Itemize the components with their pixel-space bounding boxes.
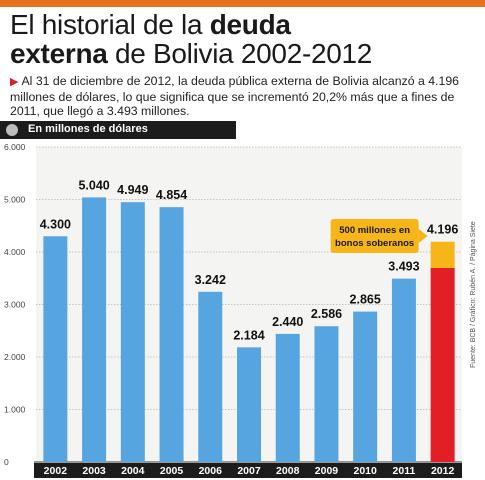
bar-chart: 0 1.000 2.000 3.000 4.000 5.000 6.000 4.300 2002… <box>4 142 462 478</box>
x-tick-label: 2008 <box>276 465 300 477</box>
page-title: El historial de la deuda externa de Boli… <box>10 10 480 68</box>
bullet-triangle-icon: ▶ <box>10 76 19 88</box>
x-tick-label: 2012 <box>431 465 455 477</box>
y-tick-label: 0 <box>4 457 9 467</box>
bar <box>120 202 145 463</box>
x-tick-label: 2010 <box>354 465 378 477</box>
data-label: 2.440 <box>272 315 303 329</box>
bar <box>237 347 261 462</box>
x-tick-label: 2002 <box>44 465 68 477</box>
x-tick-label: 2006 <box>199 465 223 477</box>
bar <box>43 236 68 462</box>
x-tick-label: 2007 <box>237 465 261 477</box>
y-tick-label: 1.000 <box>4 405 26 415</box>
x-tick-label: 2009 <box>315 465 339 477</box>
annotation-line1: 500 millones en <box>339 225 410 236</box>
unit-label: En millones de dólares <box>28 123 148 135</box>
data-label: 3.493 <box>388 260 419 274</box>
data-label: 2.865 <box>350 293 381 307</box>
title-line1-prefix: El historial de la <box>10 9 210 40</box>
top-accent-bar <box>0 0 485 7</box>
coin-dot-icon <box>6 124 18 136</box>
lead-text: Al 31 de diciembre de 2012, la deuda púb… <box>10 74 459 118</box>
bar <box>353 311 378 462</box>
data-label: 3.242 <box>195 273 226 287</box>
data-label: 4.949 <box>117 183 148 197</box>
lead-paragraph: ▶ Al 31 de diciembre de 2012, la deuda pú… <box>10 74 480 119</box>
x-axis-band <box>34 463 462 478</box>
data-label: 4.300 <box>40 217 71 231</box>
y-tick-label: 3.000 <box>4 300 26 310</box>
data-label: 4.854 <box>156 188 187 202</box>
bar <box>275 333 300 462</box>
bar-2012-base <box>430 267 455 462</box>
bar <box>391 278 416 462</box>
x-tick-label: 2005 <box>160 465 184 477</box>
y-tick-label: 5.000 <box>4 195 26 205</box>
title-line2-suffix: de Bolivia 2002-2012 <box>107 38 373 69</box>
data-label: 2.586 <box>311 307 342 321</box>
x-tick-label: 2004 <box>121 465 145 477</box>
data-label: 2.184 <box>233 328 264 342</box>
data-label: 4.196 <box>427 223 458 237</box>
annotation-box <box>330 219 419 253</box>
y-tick-label: 2.000 <box>4 352 26 362</box>
bar <box>159 207 184 462</box>
title-line1-bold: deuda <box>209 9 291 40</box>
source-credit: Fuente: BCB / Gráfico: Rubén A. / Página… <box>470 221 477 368</box>
bar <box>314 326 339 462</box>
bar-2012-bonds-segment <box>430 241 455 268</box>
annotation-pointer <box>418 229 428 243</box>
annotation-line2: bonos soberanos <box>335 238 414 249</box>
data-label: 5.040 <box>78 178 109 192</box>
title-line2-bold: externa <box>10 38 108 69</box>
bar <box>198 291 223 462</box>
y-tick-label: 6.000 <box>4 142 26 152</box>
x-tick-label: 2011 <box>393 465 416 477</box>
unit-label-bar: En millones de dólares <box>0 121 236 139</box>
x-tick-label: 2003 <box>82 465 106 477</box>
bar <box>82 197 107 462</box>
y-tick-label: 4.000 <box>4 247 26 257</box>
